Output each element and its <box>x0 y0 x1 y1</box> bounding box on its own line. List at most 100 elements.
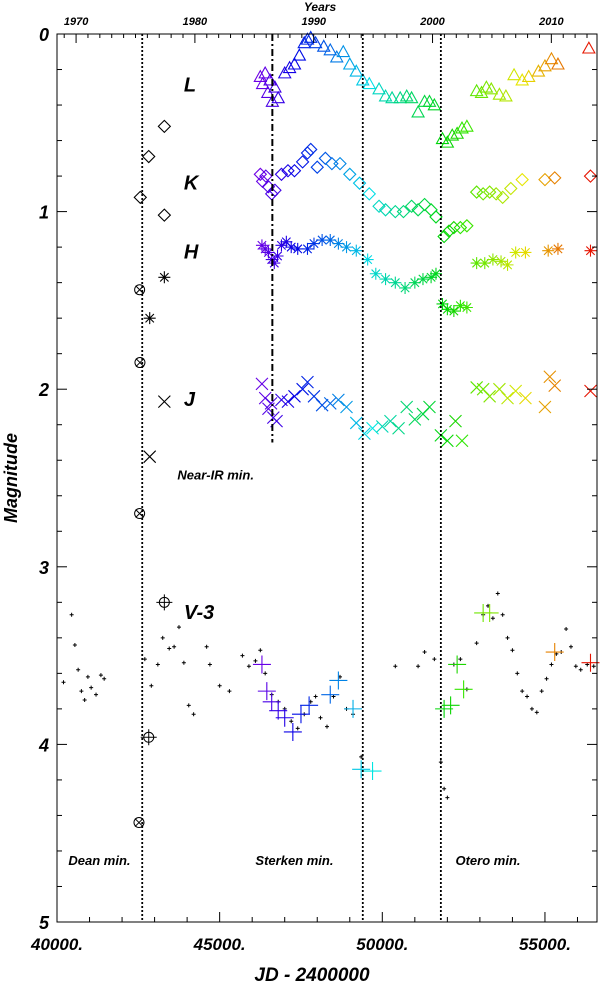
data-point <box>300 32 315 45</box>
data-point <box>291 242 304 255</box>
data-point <box>495 255 508 268</box>
data-point <box>157 208 172 222</box>
data-point <box>275 239 288 252</box>
data-point <box>263 671 268 676</box>
data-point <box>445 128 460 141</box>
data-point <box>453 220 468 235</box>
data-point <box>313 694 318 699</box>
data-point <box>578 667 583 672</box>
data-point <box>316 234 329 247</box>
data-point <box>204 644 209 649</box>
data-point <box>295 726 300 731</box>
data-point <box>281 395 295 409</box>
data-point <box>393 664 398 669</box>
data-point <box>551 57 565 70</box>
data-point <box>408 276 421 289</box>
data-point <box>160 635 165 640</box>
data-point <box>424 203 438 217</box>
data-point <box>303 142 318 157</box>
data-point <box>181 660 186 665</box>
top-tick-label: 2000 <box>419 16 445 28</box>
data-point <box>262 246 275 259</box>
data-point <box>551 242 564 255</box>
data-point-cross <box>156 594 173 611</box>
top-tick-label: 1970 <box>64 16 89 28</box>
data-point <box>479 80 494 93</box>
data-point <box>440 135 455 148</box>
data-point <box>296 382 309 396</box>
y-axis-title: Magnitude <box>1 433 21 523</box>
data-point <box>363 762 382 781</box>
data-point <box>82 698 87 702</box>
top-tick-label: 1980 <box>183 16 208 28</box>
data-point <box>329 671 348 690</box>
data-point <box>369 267 382 280</box>
data-point <box>515 73 530 86</box>
data-point <box>149 683 154 688</box>
data-point <box>300 696 319 715</box>
data-point <box>484 81 499 95</box>
data-point <box>454 299 467 312</box>
data-point <box>445 795 450 800</box>
data-point <box>500 612 505 617</box>
data-point <box>435 131 450 145</box>
data-point <box>583 169 598 183</box>
data-point <box>538 400 552 414</box>
data-point <box>525 694 530 699</box>
data-point <box>227 689 232 694</box>
data-point <box>458 657 463 662</box>
data-point <box>271 250 284 262</box>
data-point <box>155 662 160 667</box>
data-point <box>379 273 392 286</box>
data-point <box>447 305 460 318</box>
data-point <box>361 253 374 266</box>
data-point <box>98 673 103 678</box>
marks-layer <box>61 30 600 829</box>
data-point <box>422 94 437 107</box>
data-point <box>271 90 286 104</box>
data-point <box>448 655 467 674</box>
data-point <box>404 199 419 214</box>
data-point <box>490 616 495 621</box>
data-point <box>331 393 345 407</box>
data-point <box>538 58 552 72</box>
data-point <box>143 450 157 464</box>
y-tick-label: 0 <box>39 25 49 45</box>
data-point <box>85 674 90 679</box>
data-point <box>548 379 562 393</box>
annotation: Sterken min. <box>255 853 333 868</box>
data-point <box>476 187 490 201</box>
data-point <box>72 642 77 647</box>
data-point <box>492 87 507 100</box>
data-point <box>378 89 393 102</box>
x-tick-label: 40000. <box>30 935 83 954</box>
y-tick-label: 4 <box>38 735 49 755</box>
data-point <box>501 258 514 271</box>
data-point <box>102 676 107 681</box>
data-point <box>378 203 393 217</box>
data-point <box>584 384 597 398</box>
data-point <box>543 370 557 384</box>
data-point <box>76 667 81 672</box>
data-point <box>207 662 212 667</box>
data-point <box>573 664 578 669</box>
data-point <box>167 646 172 651</box>
data-point <box>489 187 503 201</box>
data-point <box>79 689 84 694</box>
data-point <box>470 257 483 270</box>
data-point <box>544 676 549 681</box>
data-point <box>157 395 171 409</box>
data-point <box>429 210 443 224</box>
data-point <box>362 76 377 90</box>
data-point <box>427 97 442 111</box>
data-point <box>282 60 297 74</box>
data-point <box>340 400 353 414</box>
data-point <box>441 696 460 715</box>
data-point <box>423 400 436 414</box>
data-point <box>336 44 351 58</box>
data-point <box>519 391 532 405</box>
data-point <box>521 69 536 82</box>
data-point <box>355 73 370 86</box>
